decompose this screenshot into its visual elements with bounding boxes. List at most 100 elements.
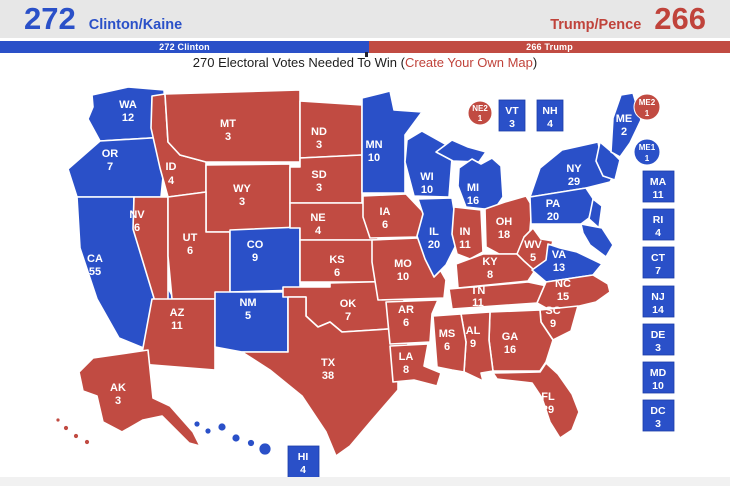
state-label-MT: MT 3	[220, 118, 236, 143]
hi-island[interactable]	[231, 433, 241, 443]
state-label-MI: MI 16	[467, 182, 479, 207]
state-label-ND: ND 3	[311, 126, 327, 151]
ak-aleutian-island	[63, 425, 69, 431]
state-label-TN: TN 11	[471, 285, 486, 309]
state-FL[interactable]	[492, 362, 580, 439]
box-label-MD: MD 10	[650, 367, 667, 392]
state-LA[interactable]	[389, 343, 442, 387]
ak-aleutian-island	[55, 417, 61, 423]
hi-island[interactable]	[217, 422, 227, 432]
subtitle-prefix: 270 Electoral Votes Needed To Win (	[192, 55, 405, 70]
state-MD-shape[interactable]	[580, 223, 614, 258]
ak-aleutian-island	[84, 439, 90, 445]
state-MT[interactable]	[164, 89, 301, 163]
state-IA[interactable]	[362, 193, 425, 239]
state-OR[interactable]	[67, 136, 168, 198]
state-label-NE: NE 4	[310, 212, 325, 237]
district-ME2[interactable]	[633, 93, 661, 121]
dem-header-group: 272 Clinton/Kaine	[24, 0, 182, 38]
state-label-NM: NM 5	[239, 297, 256, 322]
state-label-KY: KY 8	[482, 256, 498, 281]
state-label-KS: KS 6	[329, 254, 344, 279]
state-label-NV: NV 6	[129, 209, 145, 234]
subtitle-line: 270 Electoral Votes Needed To Win (Creat…	[0, 55, 730, 70]
state-label-SC: SC 9	[545, 305, 560, 330]
box-NJ[interactable]	[642, 285, 675, 318]
state-WV[interactable]	[516, 227, 554, 271]
box-MD[interactable]	[642, 361, 675, 394]
hi-island[interactable]	[193, 420, 201, 428]
state-label-OH: OH 18	[496, 216, 513, 241]
bottom-section-divider	[0, 477, 730, 486]
box-NH[interactable]	[536, 99, 564, 132]
hi-island[interactable]	[204, 427, 212, 435]
state-label-SD: SD 3	[311, 169, 326, 194]
box-CT[interactable]	[642, 246, 675, 279]
state-label-IA: IA 6	[380, 206, 391, 231]
box-VT[interactable]	[498, 99, 526, 132]
state-label-FL: FL 29	[541, 391, 555, 416]
state-label-NY: NY 29	[566, 163, 582, 188]
ak-aleutian-island	[73, 433, 79, 439]
state-label-WY: WY 3	[233, 183, 251, 208]
state-AK[interactable]	[78, 349, 201, 447]
state-label-VA: VA 13	[552, 249, 567, 274]
state-label-AL: AL 9	[466, 325, 481, 350]
dem-ticket-label: Clinton/Kaine	[88, 17, 183, 33]
box-label-NJ: NJ 14	[651, 291, 665, 316]
create-your-own-map-link[interactable]: Create Your Own Map	[404, 55, 533, 70]
rep-electoral-total: 266	[654, 1, 706, 36]
box-label-VT: VT 3	[505, 105, 519, 130]
state-label-AZ: AZ 11	[170, 307, 185, 332]
state-MN[interactable]	[361, 90, 423, 194]
state-label-WA: WA 12	[119, 99, 137, 124]
state-WI[interactable]	[404, 130, 453, 198]
state-label-CA: CA 55	[87, 253, 103, 278]
state-label-OK: OK 7	[340, 298, 357, 323]
state-AR[interactable]	[385, 299, 439, 345]
rep-header-group: Trump/Pence 266	[550, 0, 706, 38]
state-TX[interactable]	[241, 296, 411, 457]
district-label-NE2: NE2 1	[472, 104, 488, 123]
state-ND[interactable]	[299, 100, 363, 159]
state-label-UT: UT 6	[183, 232, 198, 257]
state-label-AR: AR 6	[398, 304, 414, 329]
state-MS[interactable]	[432, 313, 467, 373]
subtitle-suffix: )	[532, 55, 538, 70]
district-NE2[interactable]	[467, 100, 493, 126]
hi-island[interactable]	[247, 439, 255, 447]
state-label-LA: LA 8	[399, 351, 414, 376]
district-ME1[interactable]	[633, 138, 661, 166]
state-label-WV: WV 5	[524, 239, 542, 264]
state-MI[interactable]	[457, 157, 504, 211]
state-MI-upper[interactable]	[435, 139, 487, 163]
box-DE[interactable]	[642, 323, 675, 356]
hi-island[interactable]	[258, 442, 272, 456]
dem-electoral-total: 272	[24, 1, 76, 36]
box-DC[interactable]	[642, 399, 675, 432]
state-label-ME: ME 2	[616, 113, 633, 138]
state-NC[interactable]	[536, 274, 611, 309]
state-label-NC: NC 15	[555, 278, 571, 303]
state-label-MO: MO 10	[394, 258, 412, 283]
results-header: 272 Clinton/Kaine Trump/Pence 266	[0, 0, 730, 38]
district-label-ME2: ME2 1	[639, 98, 656, 118]
state-label-ID: ID 4	[166, 161, 177, 187]
bar-dem: 272 Clinton	[0, 41, 370, 53]
box-label-DC: DC 3	[650, 405, 666, 430]
state-CO[interactable]	[229, 226, 301, 293]
box-MA[interactable]	[642, 170, 675, 203]
box-HI[interactable]	[287, 445, 320, 479]
box-label-RI: RI 4	[653, 214, 664, 239]
box-RI[interactable]	[642, 208, 675, 241]
state-WY[interactable]	[205, 163, 291, 233]
state-AZ[interactable]	[139, 298, 216, 371]
state-label-TX: TX 38	[321, 357, 336, 382]
box-label-HI: HI 4	[298, 451, 309, 476]
state-label-WI: WI 10	[420, 171, 433, 196]
270-threshold-tick	[365, 52, 369, 57]
state-label-MN: MN 10	[365, 139, 382, 164]
state-label-IL: IL 20	[428, 226, 440, 251]
box-label-NH: NH 4	[542, 105, 557, 130]
